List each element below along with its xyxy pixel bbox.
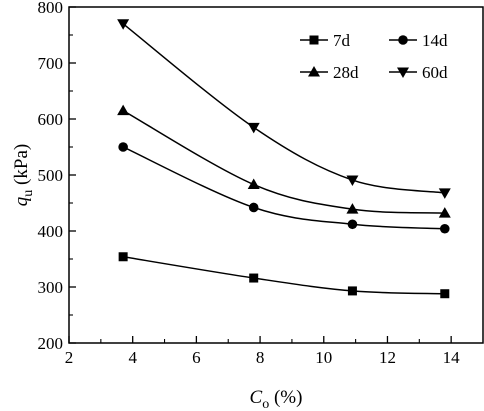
legend-marker-7d (309, 35, 319, 45)
y-tick-label: 800 (38, 0, 64, 17)
x-tick-label: 14 (443, 348, 461, 367)
data-point-7d (347, 286, 357, 296)
data-point-60d (247, 122, 260, 134)
data-point-28d (346, 203, 359, 214)
data-point-60d (438, 188, 451, 199)
data-point-14d (248, 202, 259, 213)
data-point-28d (117, 104, 130, 116)
data-point-28d (247, 178, 260, 190)
y-tick-label: 400 (38, 222, 64, 241)
data-point-14d (347, 219, 358, 230)
data-point-7d (249, 273, 259, 283)
series-line-7d (123, 256, 445, 295)
y-tick-label: 600 (38, 110, 64, 129)
data-point-14d (439, 223, 450, 234)
series-line-60d (122, 23, 445, 194)
x-tick-label: 2 (65, 348, 74, 367)
y-axis-title: qu (kPa) (11, 144, 36, 206)
data-point-7d (118, 252, 128, 262)
data-point-60d (117, 19, 130, 30)
data-point-7d (440, 289, 450, 299)
series-line-14d (122, 146, 445, 230)
y-tick-label: 200 (38, 334, 64, 353)
y-tick-label: 300 (38, 278, 64, 297)
legend-label-14d: 14d (422, 31, 448, 50)
legend-marker-60d (397, 67, 409, 78)
x-tick-label: 4 (128, 348, 137, 367)
y-tick-label: 700 (38, 54, 64, 73)
legend-label-60d: 60d (422, 63, 448, 82)
legend-marker-28d (308, 66, 320, 77)
y-tick-label: 500 (38, 166, 64, 185)
data-markers (117, 19, 451, 299)
legend-marker-14d (398, 35, 408, 45)
data-point-28d (438, 207, 451, 218)
legend-label-7d: 7d (333, 31, 351, 50)
axis-ticks (68, 6, 452, 344)
fit-curves (122, 23, 445, 295)
x-tick-label: 10 (315, 348, 332, 367)
x-axis-title: Co (%) (250, 387, 303, 411)
legend: 7d 14d 28d 60d (300, 31, 448, 82)
series-line-28d (122, 109, 445, 214)
data-point-60d (346, 175, 359, 187)
x-tick-label: 6 (192, 348, 201, 367)
x-tick-label: 12 (379, 348, 396, 367)
x-tick-label: 8 (256, 348, 265, 367)
legend-label-28d: 28d (333, 63, 359, 82)
plot-frame (68, 6, 484, 344)
data-point-14d (118, 142, 128, 152)
axis-tick-labels: 2 4 6 8 10 12 14 200 300 400 500 600 700 800 (38, 0, 461, 367)
